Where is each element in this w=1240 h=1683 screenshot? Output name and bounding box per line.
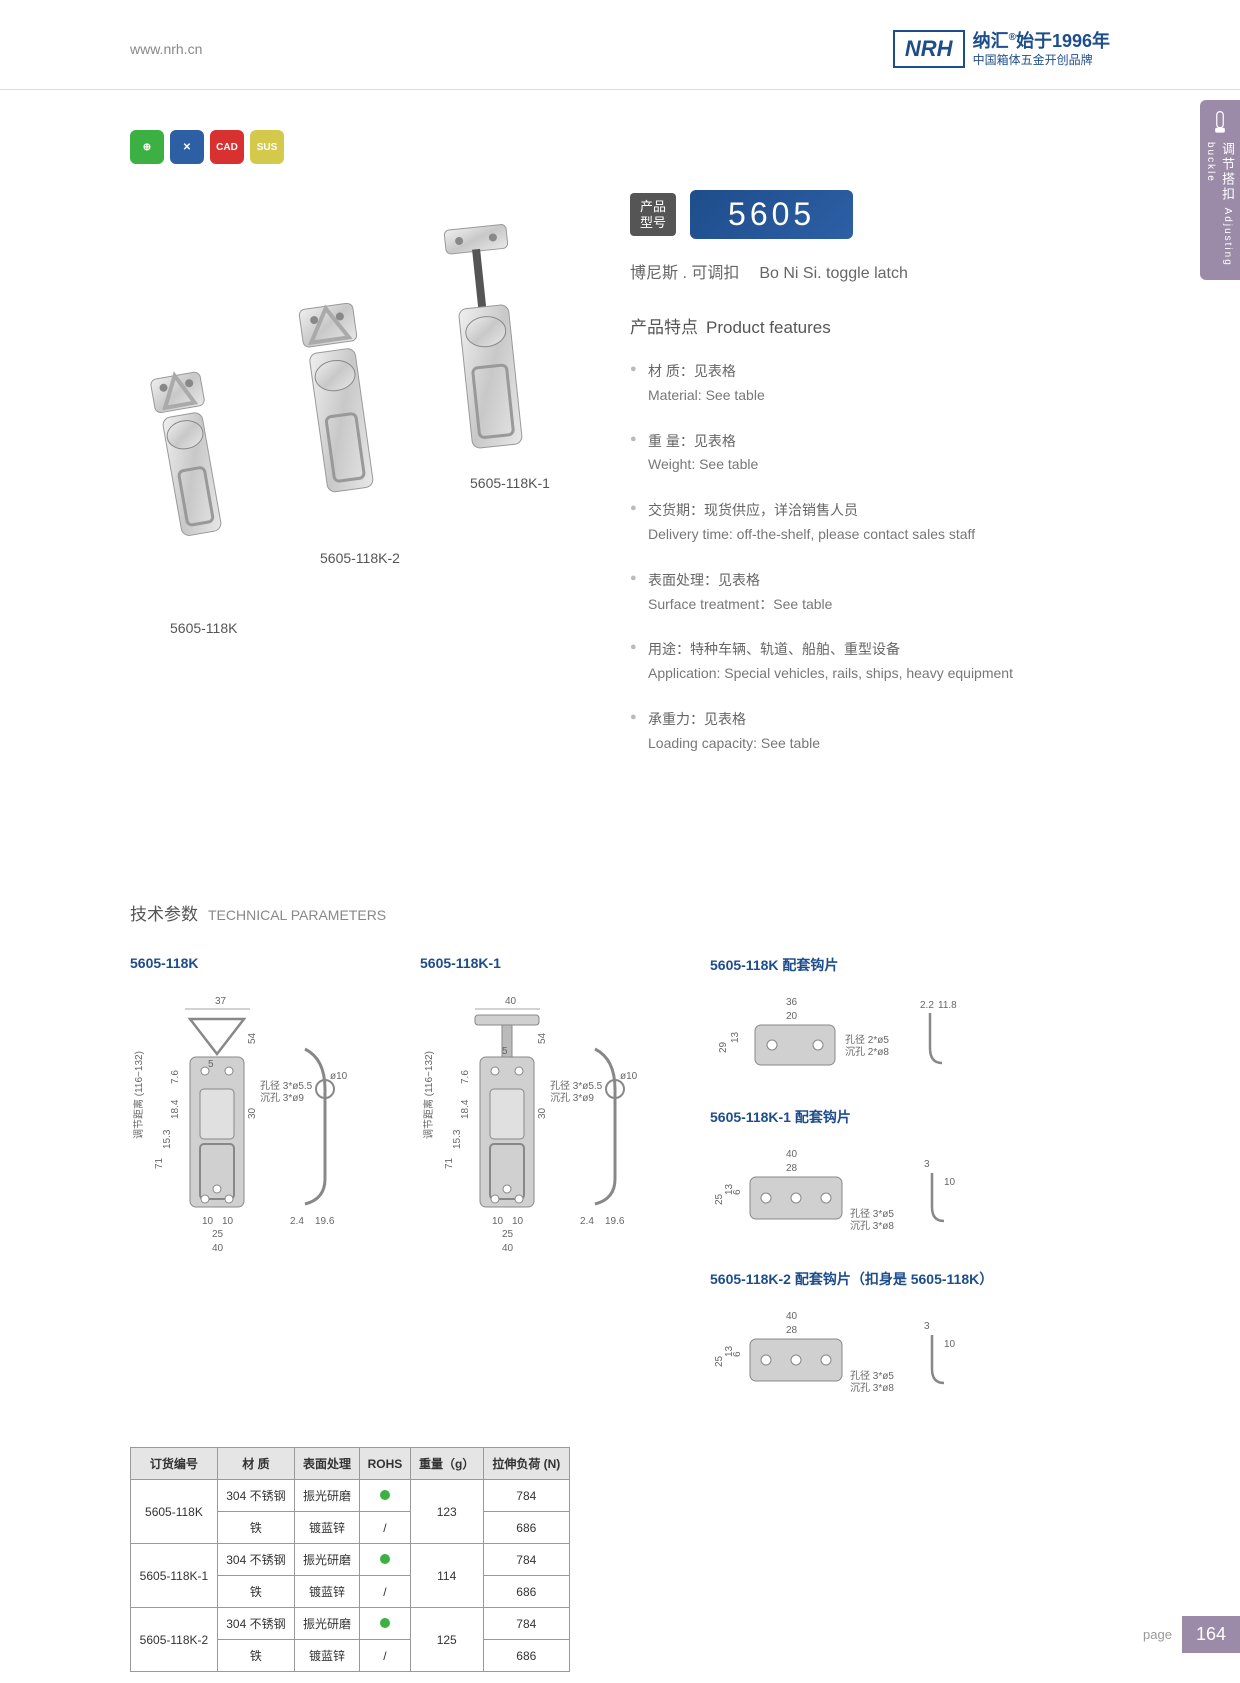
svg-text:13: 13 — [724, 1345, 735, 1357]
feature-item: 承重力：见表格Loading capacity: See table — [630, 708, 1110, 756]
badges: ⊕✕CADSUS — [130, 130, 284, 164]
tech-title: 技术参数TECHNICAL PARAMETERS — [130, 900, 1110, 925]
svg-text:28: 28 — [786, 1325, 798, 1336]
svg-text:沉孔 2*ø8: 沉孔 2*ø8 — [845, 1045, 889, 1058]
svg-text:54: 54 — [537, 1032, 548, 1044]
svg-text:3: 3 — [924, 1321, 930, 1332]
spec-table: 订货编号材 质表面处理ROHS重量（g）拉伸负荷 (N)5605-118K304… — [130, 1447, 570, 1672]
svg-text:ø10: ø10 — [620, 1071, 638, 1082]
feature-item: 用途：特种车辆、轨道、船舶、重型设备Application: Special v… — [630, 638, 1110, 686]
svg-text:2.4: 2.4 — [580, 1216, 594, 1227]
svg-text:71: 71 — [154, 1157, 165, 1169]
badge: SUS — [250, 130, 284, 164]
svg-text:40: 40 — [786, 1311, 798, 1322]
svg-text:18.4: 18.4 — [460, 1099, 471, 1119]
svg-text:40: 40 — [505, 996, 517, 1007]
feature-item: 表面处理：见表格Surface treatment：See table — [630, 569, 1110, 617]
feature-item: 材 质：见表格Material: See table — [630, 360, 1110, 408]
tech-section: 技术参数TECHNICAL PARAMETERS 5605-118K 37 调节… — [130, 900, 1110, 1672]
model-label: 产品型号 — [630, 193, 676, 236]
svg-text:71: 71 — [444, 1157, 455, 1169]
svg-text:孔径 3*ø5: 孔径 3*ø5 — [850, 1369, 894, 1382]
svg-text:19.6: 19.6 — [315, 1216, 335, 1227]
svg-text:36: 36 — [786, 997, 798, 1008]
svg-text:37: 37 — [215, 996, 227, 1007]
svg-text:29: 29 — [718, 1041, 729, 1053]
svg-text:沉孔 3*ø9: 沉孔 3*ø9 — [550, 1091, 594, 1104]
svg-text:10: 10 — [944, 1339, 956, 1350]
svg-text:28: 28 — [786, 1163, 798, 1174]
svg-text:11.8: 11.8 — [938, 1000, 957, 1011]
svg-text:25: 25 — [714, 1193, 725, 1205]
svg-text:5: 5 — [502, 1046, 508, 1057]
model-number: 5605 — [690, 190, 853, 239]
svg-text:18.4: 18.4 — [170, 1099, 181, 1119]
svg-text:25: 25 — [714, 1355, 725, 1367]
feature-item: 交货期：现货供应，详洽销售人员Delivery time: off-the-sh… — [630, 499, 1110, 547]
svg-text:调节距离 (116~132): 调节距离 (116~132) — [422, 1051, 435, 1139]
svg-text:沉孔 3*ø8: 沉孔 3*ø8 — [850, 1381, 894, 1394]
svg-text:40: 40 — [212, 1243, 224, 1254]
svg-text:30: 30 — [537, 1107, 548, 1119]
svg-text:3: 3 — [924, 1159, 930, 1170]
svg-text:孔径 3*ø5.5: 孔径 3*ø5.5 — [260, 1079, 313, 1092]
svg-text:5: 5 — [208, 1059, 214, 1070]
svg-text:10: 10 — [202, 1216, 214, 1227]
subtitle: 博尼斯 . 可调扣Bo Ni Si. toggle latch — [630, 259, 1110, 283]
info-panel: 产品型号 5605 博尼斯 . 可调扣Bo Ni Si. toggle latc… — [630, 190, 1110, 778]
svg-text:15.3: 15.3 — [452, 1129, 463, 1149]
svg-text:40: 40 — [786, 1149, 798, 1160]
features-title: 产品特点Product features — [630, 313, 1110, 338]
svg-text:10: 10 — [222, 1216, 234, 1227]
svg-text:沉孔 3*ø8: 沉孔 3*ø8 — [850, 1219, 894, 1232]
feature-item: 重 量：见表格Weight: See table — [630, 430, 1110, 478]
svg-text:13: 13 — [730, 1031, 741, 1043]
svg-text:7.6: 7.6 — [460, 1070, 471, 1084]
svg-text:19.6: 19.6 — [605, 1216, 625, 1227]
diagram-5: 40 28 6 13 25 孔径 3*ø5 沉孔 3*ø8 3 10 — [710, 1307, 990, 1412]
logo: NRH 纳汇®始于1996年 中国箱体五金开创品牌 — [893, 30, 1110, 69]
svg-text:2.4: 2.4 — [290, 1216, 304, 1227]
svg-text:25: 25 — [502, 1229, 514, 1240]
svg-text:沉孔 3*ø9: 沉孔 3*ø9 — [260, 1091, 304, 1104]
diagram-1: 37 调节距离 (116~132) 71 15.3 18.4 7.6 5 54 … — [130, 989, 370, 1269]
svg-text:7.6: 7.6 — [170, 1070, 181, 1084]
page-header: www.nrh.cn NRH 纳汇®始于1996年 中国箱体五金开创品牌 — [0, 0, 1240, 90]
svg-text:孔径 3*ø5: 孔径 3*ø5 — [850, 1207, 894, 1220]
svg-text:30: 30 — [247, 1107, 258, 1119]
svg-text:20: 20 — [786, 1011, 798, 1022]
site-url: www.nrh.cn — [130, 41, 202, 57]
svg-text:10: 10 — [512, 1216, 524, 1227]
badge: ⊕ — [130, 130, 164, 164]
svg-text:10: 10 — [492, 1216, 504, 1227]
svg-text:孔径 2*ø5: 孔径 2*ø5 — [845, 1033, 889, 1046]
badge: CAD — [210, 130, 244, 164]
diagram-4: 40 28 6 13 25 孔径 3*ø5 沉孔 3*ø8 3 10 — [710, 1145, 990, 1250]
svg-text:调节距离 (116~132): 调节距离 (116~132) — [132, 1051, 145, 1139]
page-footer: page 164 — [1143, 1616, 1240, 1653]
feature-list: 材 质：见表格Material: See table 重 量：见表格Weight:… — [630, 360, 1110, 756]
svg-text:13: 13 — [724, 1183, 735, 1195]
side-tab: 调节搭扣 Adjusting buckle — [1200, 100, 1240, 280]
svg-text:孔径 3*ø5.5: 孔径 3*ø5.5 — [550, 1079, 603, 1092]
svg-text:10: 10 — [944, 1177, 956, 1188]
svg-text:ø10: ø10 — [330, 1071, 348, 1082]
svg-text:15.3: 15.3 — [162, 1129, 173, 1149]
product-image: 5605-118K 5605-118K-2 5605-118K-1 — [130, 200, 590, 640]
svg-text:54: 54 — [247, 1032, 258, 1044]
diagram-3: 36 20 13 29 孔径 2*ø5 沉孔 2*ø8 2.2 11.8 — [710, 993, 990, 1088]
svg-text:2.2: 2.2 — [920, 1000, 934, 1011]
svg-text:25: 25 — [212, 1229, 224, 1240]
diagram-2: 40 调节距离 (116~132) 71 15.3 18.4 7.6 54 5 … — [420, 989, 660, 1269]
badge: ✕ — [170, 130, 204, 164]
svg-text:40: 40 — [502, 1243, 514, 1254]
